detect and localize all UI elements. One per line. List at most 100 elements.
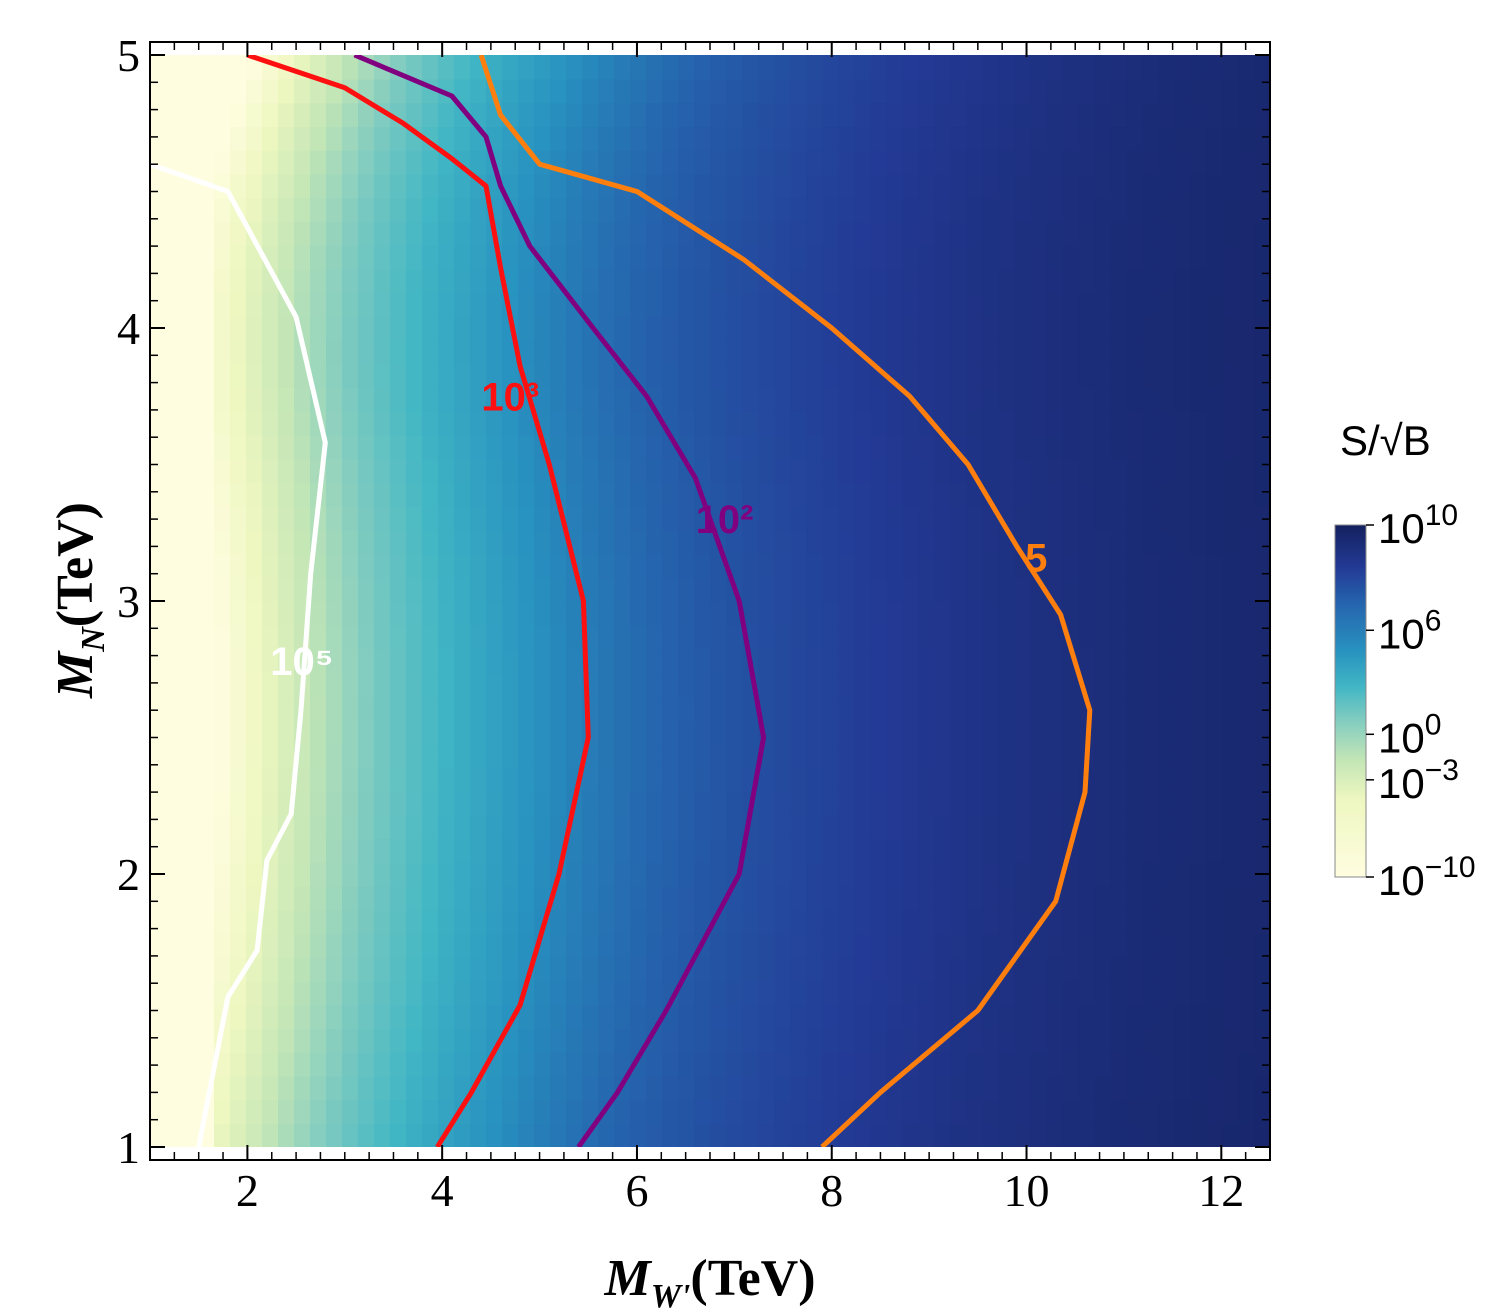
heat-cell xyxy=(934,933,951,958)
heat-cell xyxy=(582,126,599,151)
heat-cell xyxy=(582,339,599,365)
heat-cell xyxy=(614,933,631,958)
heat-cell xyxy=(1142,506,1159,531)
heat-cell xyxy=(534,1052,551,1077)
heat-cell xyxy=(742,601,759,626)
heat-cell xyxy=(1126,221,1143,246)
heat-cell xyxy=(1206,553,1223,579)
heat-cell xyxy=(790,743,807,768)
heat-cell xyxy=(374,506,391,531)
heat-cell xyxy=(390,1075,407,1101)
heat-cell xyxy=(870,506,887,531)
heat-cell xyxy=(966,126,983,151)
heat-cell xyxy=(342,790,359,816)
heat-cell xyxy=(534,173,551,199)
heat-cell xyxy=(1222,790,1239,816)
heat-cell xyxy=(822,458,839,484)
heat-cell xyxy=(230,1004,247,1030)
heat-cell xyxy=(678,316,695,341)
heat-cell xyxy=(902,1099,919,1125)
heat-cell xyxy=(662,719,679,745)
heat-cell xyxy=(1078,862,1095,887)
heat-cell xyxy=(1110,173,1127,199)
heat-cell xyxy=(886,126,903,151)
heat-cell xyxy=(454,957,471,982)
heat-cell xyxy=(246,292,263,317)
heat-cell xyxy=(886,648,903,674)
heat-cell xyxy=(1190,814,1207,840)
heat-cell xyxy=(838,695,855,721)
heat-cell xyxy=(374,648,391,674)
heat-cell xyxy=(934,458,951,484)
heat-cell xyxy=(886,316,903,341)
heat-cell xyxy=(902,411,919,436)
heat-cell xyxy=(1238,1099,1255,1125)
heat-cell xyxy=(198,197,215,222)
heat-cell xyxy=(326,316,343,341)
heat-cell xyxy=(502,482,519,507)
heat-cell xyxy=(678,482,695,507)
heat-cell xyxy=(1062,790,1079,816)
heat-cell xyxy=(1190,743,1207,768)
heat-cell xyxy=(998,624,1015,650)
heat-cell xyxy=(486,553,503,579)
heat-cell xyxy=(1254,1028,1270,1053)
heat-cell xyxy=(1094,173,1111,199)
heat-cell xyxy=(822,102,839,128)
heat-cell xyxy=(1078,624,1095,650)
heat-cell xyxy=(1126,387,1143,412)
heat-cell xyxy=(806,316,823,341)
heat-cell xyxy=(1110,933,1127,958)
heat-cell xyxy=(598,719,615,745)
heat-cell xyxy=(406,695,423,721)
heat-cell xyxy=(326,197,343,222)
heat-cell xyxy=(950,173,967,199)
heat-cell xyxy=(230,1075,247,1101)
heat-cell xyxy=(1110,957,1127,982)
heat-cell xyxy=(1062,743,1079,768)
heat-cell xyxy=(886,1052,903,1077)
contour-label: 10³ xyxy=(481,375,539,419)
heat-cell xyxy=(886,387,903,412)
heat-cell xyxy=(854,363,871,389)
heat-cell xyxy=(870,624,887,650)
heat-cell xyxy=(1030,292,1047,317)
heat-cell xyxy=(1238,957,1255,982)
heat-cell xyxy=(358,885,375,911)
heat-cell xyxy=(870,1028,887,1053)
heat-cell xyxy=(982,862,999,887)
heat-cell xyxy=(438,695,455,721)
heat-cell xyxy=(374,767,391,792)
heat-cell xyxy=(1046,506,1063,531)
heat-cell xyxy=(950,601,967,626)
heat-cell xyxy=(950,1123,967,1147)
heat-cell xyxy=(598,149,615,175)
heat-cell xyxy=(1094,577,1111,602)
heat-cell xyxy=(726,624,743,650)
heat-cell xyxy=(1238,197,1255,222)
heat-cell xyxy=(822,672,839,697)
heat-cell xyxy=(1222,624,1239,650)
heat-cell xyxy=(758,55,775,80)
heat-cell xyxy=(1206,1099,1223,1125)
heat-cell xyxy=(166,719,183,745)
heat-cell xyxy=(1110,221,1127,246)
heat-cell xyxy=(678,197,695,222)
heat-cell xyxy=(342,244,359,270)
heat-cell xyxy=(646,957,663,982)
heat-cell xyxy=(1222,957,1239,982)
heat-cell xyxy=(422,102,439,128)
heat-cell xyxy=(918,624,935,650)
heat-cell xyxy=(1014,1004,1031,1030)
heat-cell xyxy=(246,149,263,175)
heat-cell xyxy=(1158,529,1175,555)
heat-cell xyxy=(438,814,455,840)
heat-cell xyxy=(870,149,887,175)
heat-cell xyxy=(198,743,215,768)
heat-cell xyxy=(934,529,951,555)
heat-cell xyxy=(1030,767,1047,792)
heat-cell xyxy=(486,1004,503,1030)
heat-cell xyxy=(694,173,711,199)
heat-cell xyxy=(582,862,599,887)
heat-cell xyxy=(1190,197,1207,222)
